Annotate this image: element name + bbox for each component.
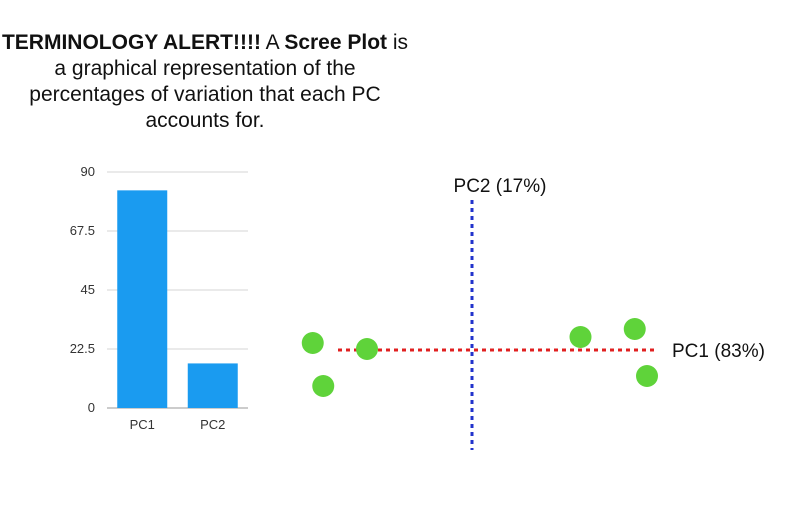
data-point (312, 375, 335, 397)
data-point (636, 365, 658, 387)
bar-pc1 (117, 190, 168, 408)
caption-definition: is a graphical representation of the per… (29, 31, 409, 132)
caption-alert: TERMINOLOGY ALERT!!!! (1, 31, 261, 54)
data-point (301, 332, 324, 354)
data-point (356, 338, 378, 360)
caption-term: Scree Plot (284, 31, 388, 54)
y-tick-label: 45 (81, 282, 95, 297)
y-tick-label: 0 (88, 400, 95, 415)
bar-pc2 (187, 363, 238, 408)
pc1-axis-label: PC1 (83%) (672, 341, 765, 362)
caption-text: TERMINOLOGY ALERT!!!! A Scree Plot is a … (0, 30, 410, 134)
y-tick-label: 90 (81, 164, 95, 179)
caption-connector: A (260, 31, 285, 54)
data-point (569, 326, 592, 348)
y-tick-label: 67.5 (70, 223, 95, 238)
pc2-axis-label: PC2 (17%) (454, 176, 547, 197)
data-point (623, 318, 646, 340)
x-tick-label: PC1 (130, 417, 155, 432)
y-tick-label: 22.5 (70, 341, 95, 356)
x-tick-label: PC2 (200, 417, 225, 432)
